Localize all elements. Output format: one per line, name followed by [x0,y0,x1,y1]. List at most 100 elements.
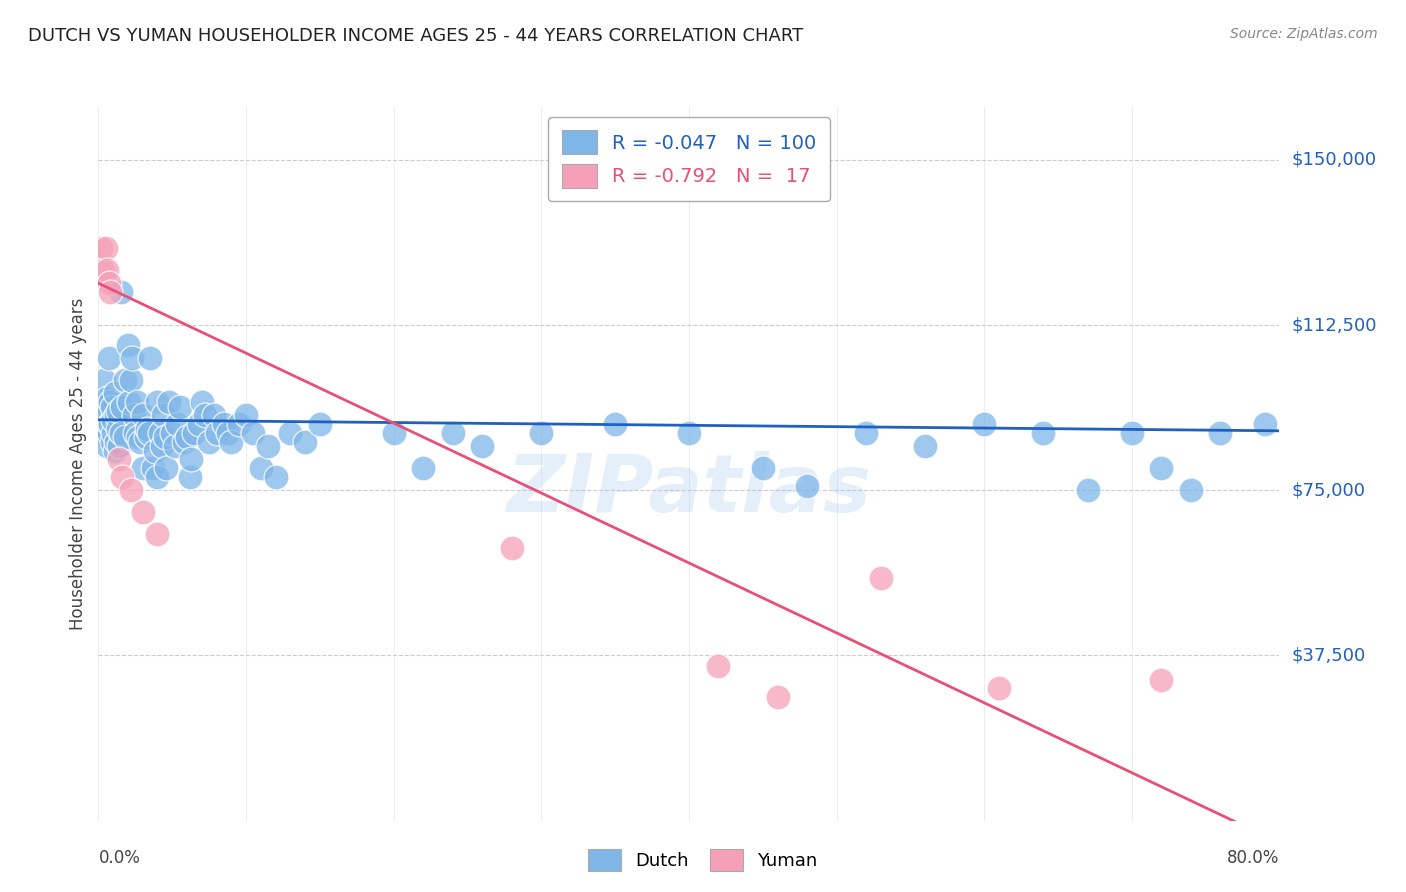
Point [228,417,250,432]
Point [117,338,139,352]
Point [219,434,242,449]
Point [110,425,132,440]
Point [191,395,214,409]
Point [120,373,142,387]
Text: $150,000: $150,000 [1291,151,1376,169]
Point [97,351,120,365]
Point [412,461,434,475]
Point [973,417,995,432]
Y-axis label: Householder Income Ages 25 - 44 years: Householder Income Ages 25 - 44 years [69,298,87,630]
Text: 0.0%: 0.0% [98,849,141,867]
Point [100,434,122,449]
Point [855,425,877,440]
Point [114,430,136,444]
Point [751,461,773,475]
Point [138,425,160,440]
Point [98,395,121,409]
Point [97,417,120,432]
Point [176,430,198,444]
Text: $75,000: $75,000 [1291,482,1365,500]
Point [179,470,201,484]
Point [96,439,118,453]
Point [187,417,209,432]
Point [94,241,117,255]
Point [914,439,936,453]
Point [132,461,155,475]
Point [118,395,141,409]
Point [146,527,169,541]
Point [132,505,155,519]
Point [278,425,302,440]
Text: ZIPatlas: ZIPatlas [506,451,872,529]
Point [104,386,127,401]
Point [90,241,112,255]
Point [242,425,264,440]
Point [111,470,134,484]
Point [111,400,134,414]
Point [124,425,146,440]
Point [1032,425,1054,440]
Point [94,404,117,418]
Point [471,439,494,453]
Point [91,395,114,409]
Text: $37,500: $37,500 [1291,647,1365,665]
Point [149,425,172,440]
Point [155,461,177,475]
Point [100,400,122,414]
Point [198,434,221,449]
Point [169,400,191,414]
Point [152,409,174,423]
Legend: Dutch, Yuman: Dutch, Yuman [581,842,825,879]
Point [93,425,115,440]
Point [264,470,287,484]
Point [217,425,239,440]
Point [91,263,114,277]
Point [104,443,127,458]
Point [93,373,115,387]
Point [98,417,121,432]
Point [128,434,150,449]
Point [796,479,818,493]
Point [94,430,117,444]
Point [180,452,202,467]
Point [97,425,120,440]
Point [1150,461,1173,475]
Point [103,413,125,427]
Legend: R = -0.047   N = 100, R = -0.792   N =  17: R = -0.047 N = 100, R = -0.792 N = 17 [548,117,830,202]
Point [165,439,187,453]
Point [146,470,169,484]
Point [1077,483,1099,498]
Point [1254,417,1277,432]
Point [146,395,169,409]
Text: $112,500: $112,500 [1291,316,1376,334]
Point [194,409,217,423]
Point [250,461,273,475]
Point [501,541,523,555]
Point [127,430,149,444]
Text: DUTCH VS YUMAN HOUSEHOLDER INCOME AGES 25 - 44 YEARS CORRELATION CHART: DUTCH VS YUMAN HOUSEHOLDER INCOME AGES 2… [28,27,803,45]
Point [121,351,143,365]
Point [96,391,118,405]
Text: 80.0%: 80.0% [1227,849,1279,867]
Point [382,425,405,440]
Point [96,263,118,277]
Point [136,421,159,435]
Point [143,443,166,458]
Point [108,452,131,467]
Point [97,277,120,291]
Point [135,430,157,444]
Point [257,439,280,453]
Point [90,409,112,423]
Point [605,417,627,432]
Point [212,417,235,432]
Point [105,434,128,449]
Point [98,285,121,299]
Point [1180,483,1202,498]
Point [125,395,148,409]
Point [869,571,891,585]
Point [105,409,128,423]
Point [166,417,188,432]
Point [107,404,129,418]
Point [162,425,183,440]
Point [132,409,155,423]
